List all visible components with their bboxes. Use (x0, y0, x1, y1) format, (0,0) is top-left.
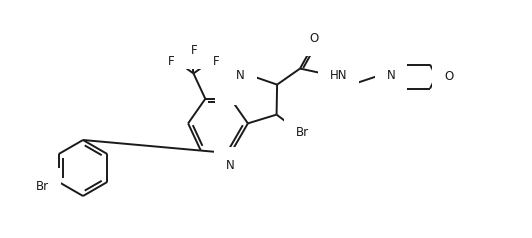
Text: N: N (387, 69, 395, 82)
Text: F: F (168, 55, 174, 68)
Text: F: F (212, 55, 219, 68)
Text: N: N (236, 69, 245, 82)
Text: Br: Br (296, 126, 309, 139)
Text: N: N (226, 159, 235, 172)
Text: O: O (310, 32, 319, 45)
Text: O: O (444, 70, 453, 83)
Text: F: F (191, 44, 198, 57)
Text: Br: Br (36, 179, 49, 193)
Text: N: N (227, 80, 236, 93)
Text: HN: HN (330, 69, 347, 82)
